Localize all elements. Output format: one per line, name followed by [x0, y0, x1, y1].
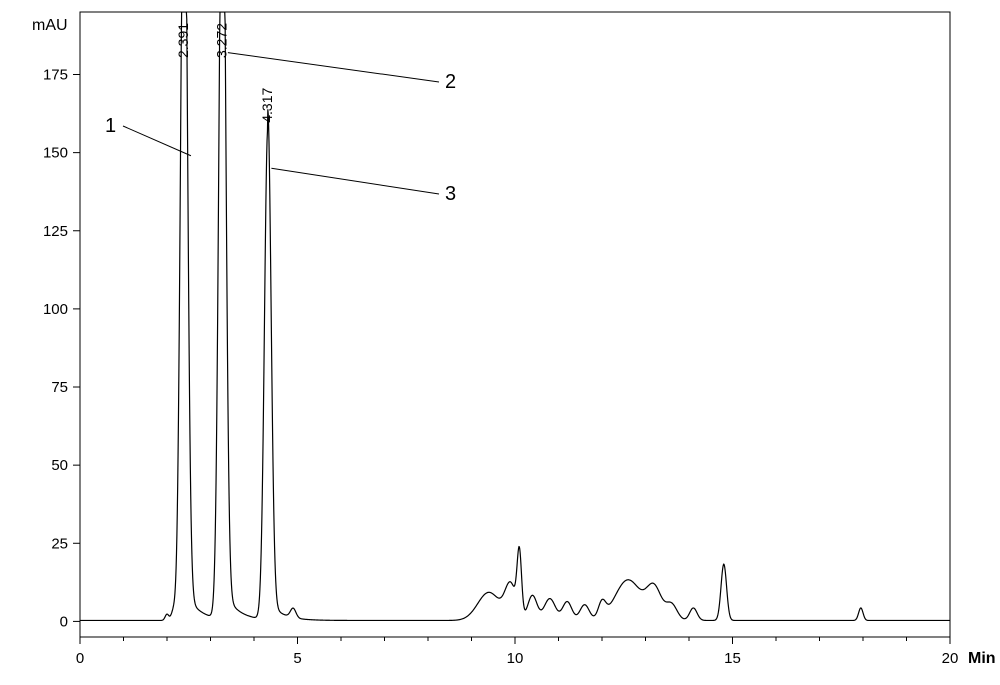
annotation-label: 1 [105, 115, 116, 137]
x-tick-label: 15 [724, 650, 741, 667]
x-axis-label: Min [968, 650, 996, 667]
y-tick-label: 0 [60, 613, 68, 630]
y-tick-label: 175 [43, 67, 68, 84]
plot-frame [80, 12, 950, 637]
y-tick-label: 150 [43, 145, 68, 162]
x-tick-label: 10 [507, 650, 524, 667]
chromatogram-svg: 0 25 50 75 100 125 150 175 mAU 0 5 10 15 20 Min 2.391 3.… [0, 0, 1000, 685]
x-tick-label: 5 [293, 650, 301, 667]
annotation-label: 3 [445, 183, 456, 205]
x-tick-label: 20 [942, 650, 959, 667]
y-tick-label: 75 [51, 379, 68, 396]
peak-rt-label: 2.391 [175, 23, 191, 58]
y-tick-label: 100 [43, 301, 68, 318]
y-axis-label: mAU [32, 17, 68, 34]
annotation-label: 2 [445, 71, 456, 93]
y-tick-label: 25 [51, 535, 68, 552]
peak-rt-label: 4.317 [259, 88, 275, 123]
y-tick-label: 50 [51, 457, 68, 474]
peak-rt-label: 3.272 [213, 23, 229, 58]
chromatogram-chart: 0 25 50 75 100 125 150 175 mAU 0 5 10 15 20 Min 2.391 3.… [0, 0, 1000, 685]
y-tick-label: 125 [43, 223, 68, 240]
x-tick-label: 0 [76, 650, 84, 667]
